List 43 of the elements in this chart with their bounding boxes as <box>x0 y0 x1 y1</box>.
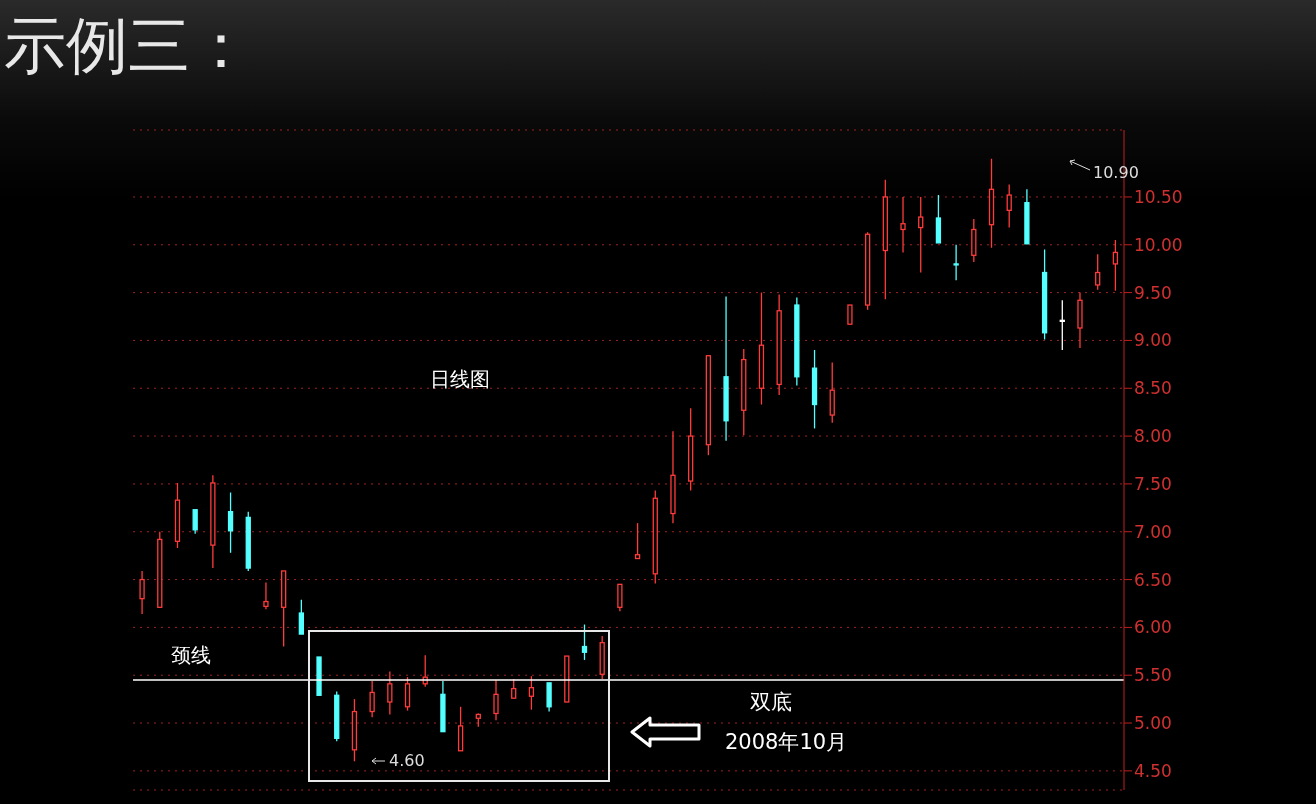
candlestick <box>387 670 393 716</box>
y-tick-label: 7.50 <box>1134 473 1172 494</box>
candlestick <box>1059 299 1065 351</box>
candlestick <box>581 623 588 661</box>
y-tick-label: 5.50 <box>1134 665 1172 686</box>
candlestick <box>511 678 517 699</box>
candlestick <box>227 491 234 554</box>
candlestick <box>1006 183 1012 229</box>
candlestick <box>1095 253 1101 291</box>
annotation: 4.60 <box>389 751 425 770</box>
annotation: 双底 <box>750 689 792 716</box>
candlestick <box>404 676 411 712</box>
candlestick <box>634 522 641 560</box>
y-tick-label: 9.00 <box>1134 330 1172 351</box>
chart-title: 示例三： <box>4 8 252 84</box>
ref-line-label: 颈线 <box>171 643 211 667</box>
candlestick <box>369 680 375 718</box>
y-tick-label: 6.00 <box>1134 617 1172 638</box>
candlestick <box>546 682 552 713</box>
y-tick-label: 10.50 <box>1134 186 1183 207</box>
y-tick-label: 9.50 <box>1134 282 1172 303</box>
y-tick-label: 4.50 <box>1134 760 1172 781</box>
candlestick <box>298 599 304 635</box>
y-tick-label: 6.50 <box>1134 569 1172 590</box>
candlestick <box>493 679 499 721</box>
y-tick-label: 8.00 <box>1134 426 1172 447</box>
candlestick <box>953 244 959 281</box>
y-tick-label: 5.00 <box>1134 713 1172 734</box>
candlestick <box>528 675 535 711</box>
y-tick-label: 7.00 <box>1134 521 1172 542</box>
text: 日线图 <box>430 366 490 393</box>
candlestick <box>918 196 924 274</box>
annotation: 10.90 <box>1093 163 1139 182</box>
y-tick-label: 10.00 <box>1134 234 1183 255</box>
candlestick <box>263 581 269 610</box>
candlestick <box>900 196 906 254</box>
y-tick-label: 8.50 <box>1134 378 1172 399</box>
candlestick <box>192 509 198 535</box>
candlestick <box>617 583 623 612</box>
annotation: 2008年10月 <box>725 729 848 756</box>
candlestick <box>139 570 145 615</box>
candlestick <box>847 304 853 325</box>
candlestick <box>1112 239 1119 292</box>
